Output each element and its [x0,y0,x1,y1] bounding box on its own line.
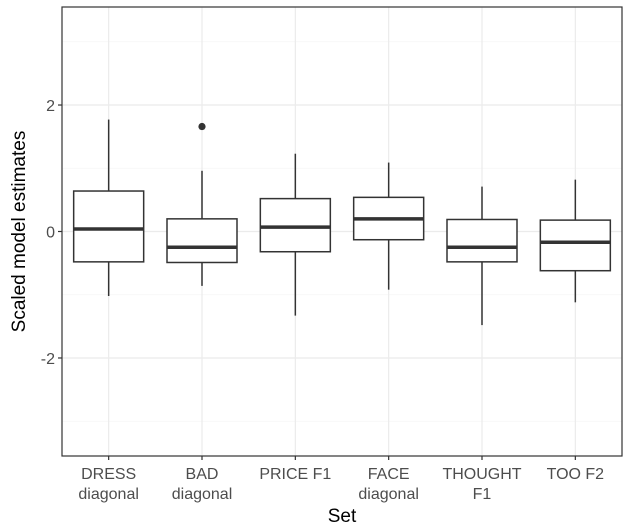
outlier-point [198,122,206,131]
box-marks [72,119,612,326]
box-group [259,153,332,316]
y-tick-label: -2 [41,351,55,368]
x-tick-label: THOUGHT F1 [442,466,521,503]
x-tick-label: PRICE F1 [259,466,331,483]
x-tick-label-line: BAD [186,466,219,483]
x-tick-label-line: F1 [473,486,492,503]
x-tick-label-line: FACE [368,466,410,483]
box-group [72,119,145,297]
x-tick-label-line: DRESS [81,466,136,483]
box-group [446,186,518,326]
x-tick-label-line: TOO F2 [547,466,605,483]
box-iqr [166,218,238,264]
x-tick-label-line: diagonal [358,486,419,503]
box-iqr [446,218,518,263]
y-tick-label: 2 [46,98,55,115]
box-iqr [259,197,332,253]
x-axis-title: Set [328,506,357,527]
grid-lines [62,7,622,456]
x-tick-label: FACE diagonal [358,466,419,503]
x-tick-label-line: THOUGHT [442,466,521,483]
x-tick-label-line: diagonal [172,486,233,503]
x-tick-label: DRESS diagonal [78,466,139,503]
x-axis: DRESS diagonal BAD diagonal PRICE F1 FACE diag… [78,456,604,503]
x-tick-label: BAD diagonal [172,466,233,503]
box-iqr [539,219,612,272]
x-tick-label-line: PRICE F1 [259,466,331,483]
box-iqr [72,190,145,263]
y-axis-title: Scaled model estimates [9,131,30,333]
y-axis: -2 0 2 [41,98,62,368]
box-group [352,162,425,290]
x-tick-label: TOO F2 [547,466,605,483]
y-tick-label: 0 [46,225,55,242]
box-group [539,179,612,303]
x-tick-label-line: diagonal [78,486,139,503]
box-group [166,122,238,286]
